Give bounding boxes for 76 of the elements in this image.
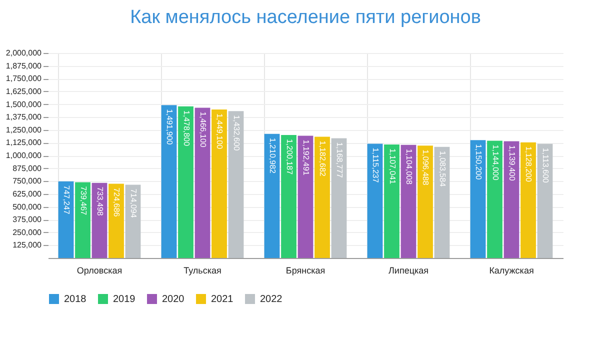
data-label: 1,096,488 <box>421 150 430 186</box>
bar <box>537 144 553 258</box>
data-label: 733,498 <box>96 186 104 216</box>
bar <box>228 111 244 258</box>
data-label: 739,467 <box>78 186 88 216</box>
data-label: 1,466,100 <box>198 112 208 148</box>
y-tick-label: 1,000,000 <box>6 151 42 160</box>
y-tick-label: 1,875,000 <box>6 61 42 70</box>
y-tick-label: 125,000 <box>12 240 42 250</box>
y-tick-label: 2,000,000 <box>6 48 42 58</box>
bar <box>418 146 433 258</box>
chart-title: Как менялось население пяти регионов <box>130 7 481 28</box>
data-label: 1,478,800 <box>182 110 191 147</box>
bar <box>470 140 486 258</box>
data-label: 1,150,200 <box>474 144 484 180</box>
data-label: 1,128,200 <box>524 146 534 182</box>
legend-label: 2022 <box>260 294 283 305</box>
data-label: 1,200,187 <box>284 138 294 176</box>
y-tick-label: 500,000 <box>12 202 42 212</box>
y-tick-label: 625,000 <box>12 189 42 198</box>
bar <box>125 184 141 258</box>
y-tick-label: 1,750,000 <box>6 74 42 84</box>
data-label: 1,210,982 <box>268 138 278 174</box>
y-tick-label: 1,500,000 <box>6 100 42 109</box>
data-label: 1,139,400 <box>508 145 516 182</box>
bar <box>298 136 314 258</box>
bar <box>161 105 177 258</box>
legend-label: 2020 <box>162 294 185 305</box>
data-label: 1,144,000 <box>490 144 500 181</box>
y-tick-label: 250,000 <box>12 228 42 237</box>
y-tick-label: 375,000 <box>12 215 42 224</box>
bar <box>108 184 124 258</box>
y-tick-label: 1,375,000 <box>6 112 42 122</box>
bar <box>194 108 210 258</box>
legend-label: 2018 <box>64 294 87 305</box>
bar <box>434 146 450 258</box>
data-label: 1,113,600 <box>540 148 550 184</box>
bar <box>314 136 330 258</box>
data-label: 1,168,777 <box>334 142 344 178</box>
data-label: 1,107,041 <box>388 148 397 185</box>
data-label: 1,192,491 <box>302 140 310 176</box>
bar <box>400 144 416 258</box>
x-tick-label: Брянская <box>286 266 326 276</box>
data-label: 1,104,008 <box>404 148 414 185</box>
x-tick-label: Орловская <box>76 266 122 276</box>
bar <box>281 134 296 258</box>
y-tick-label: 875,000 <box>12 164 42 173</box>
bar <box>504 141 520 258</box>
bar <box>75 182 90 258</box>
data-label: 724,686 <box>112 188 122 218</box>
bar <box>520 142 536 258</box>
data-label: 747,247 <box>62 185 72 215</box>
bar <box>264 134 280 258</box>
data-label: 714,094 <box>128 188 138 218</box>
bar <box>367 144 383 258</box>
x-tick-label: Тульская <box>184 266 222 276</box>
y-tick-label: 1,250,000 <box>6 125 42 134</box>
y-tick-label: 1,625,000 <box>6 86 42 96</box>
data-label: 1,083,584 <box>438 150 447 188</box>
legend-label: 2019 <box>113 294 136 305</box>
bar <box>58 181 74 258</box>
bar <box>178 106 194 258</box>
data-label: 1,182,682 <box>318 140 328 177</box>
data-label: 1,115,237 <box>371 148 380 184</box>
data-label: 1,491,900 <box>165 109 174 146</box>
x-tick-label: Липецкая <box>388 266 429 276</box>
legend-label: 2021 <box>211 294 234 305</box>
data-label: 1,449,100 <box>215 113 224 150</box>
y-tick-label: 1,125,000 <box>6 138 42 148</box>
data-label: 1,432,600 <box>232 115 241 152</box>
bar <box>331 138 347 258</box>
bar <box>487 140 502 258</box>
bar <box>384 144 400 258</box>
x-tick-label: Калужская <box>489 266 534 276</box>
y-tick-label: 750,000 <box>12 176 42 186</box>
bar <box>212 109 227 258</box>
